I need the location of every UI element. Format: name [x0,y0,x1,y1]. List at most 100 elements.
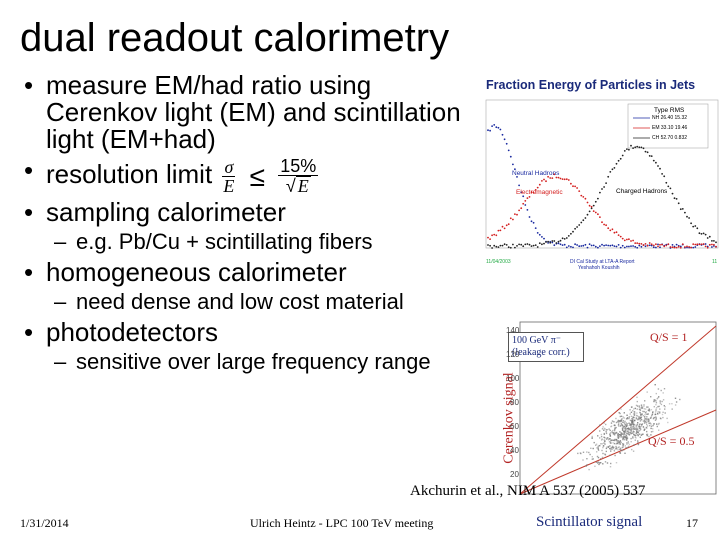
scatter-point [648,419,650,421]
scatter-point [642,410,644,413]
neutral-hadron-point [657,243,659,246]
charged-hadron-point [605,182,607,184]
neutral-hadron-point [559,243,562,246]
scatter-point [588,451,590,454]
charged-hadron-point [487,244,489,246]
scatter-point [603,439,605,441]
em-point [698,243,701,246]
neutral-hadron-point [524,204,527,206]
scatter-point [660,403,663,406]
neutral-hadron-point [516,176,518,178]
scatter-point [618,420,621,422]
scatter-point [637,440,639,442]
scatter-point [601,428,604,430]
em-point [702,243,705,245]
scatter-point [630,426,632,429]
sub-bullet-homogeneous: – need dense and low cost material [20,290,470,314]
scatter-point [624,439,626,441]
scatter-point [622,436,624,438]
bullet-text: homogeneous calorimeter [46,257,347,287]
em-point [599,216,601,219]
scatter-point [624,424,626,426]
scatter-point [613,450,616,452]
neutral-hadron-point [532,221,535,224]
scatter-point [614,439,616,442]
scatter-point [599,430,601,432]
scatter-point [659,417,662,419]
em-point [565,178,568,181]
label-charged-hadrons: Charged Hadrons [616,188,668,195]
scatter-point [602,426,604,428]
scatter-point [620,436,622,438]
neutral-hadron-point [603,244,605,247]
legend-row-em: EM 33.10 19.46 [652,125,688,131]
scatter-point [615,447,618,449]
bullet-dot: • [24,70,34,100]
neutral-hadron-point [648,244,651,247]
scatter-point [648,408,650,410]
scatter-point [632,421,634,424]
scatter-point [675,401,678,403]
scatter-point [596,455,599,458]
scatter-point [654,419,657,421]
scatter-point [621,421,624,424]
charged-hadron-point [543,242,545,245]
scatter-point [660,389,662,392]
scatter-point [652,424,654,427]
scatter-point [622,416,624,418]
scatter-point [606,446,608,448]
scatter-point [609,447,611,450]
scatter-point [644,428,646,430]
scatter-point [624,436,626,438]
scatter-point [622,425,624,427]
scatter-point [610,439,613,441]
y-tick: 60 [510,422,519,431]
scatter-point [655,404,657,406]
scatter-point [640,419,643,421]
scatter-point [632,432,634,434]
em-point [673,246,676,249]
scatter-point [648,422,650,425]
neutral-hadron-point [518,184,520,187]
scatter-point [617,421,620,423]
charged-hadron-point [715,241,717,244]
em-point [536,186,539,189]
scatter-point [648,410,650,412]
scatter-point [639,409,642,411]
scatter-point [644,416,646,418]
charged-hadron-point [574,227,576,230]
scatter-point [633,428,635,430]
neutral-hadron-point [599,245,601,248]
scatter-point [621,446,624,449]
charged-hadron-point [661,173,663,175]
scatter-point [626,414,628,416]
scatter-point [634,419,636,422]
scatter-point [640,428,642,431]
scatter-point [649,417,652,419]
charged-hadron-point [509,246,512,249]
neutral-hadron-point [536,232,539,234]
scatter-point [639,417,641,419]
em-point [684,246,686,248]
charged-hadron-point [493,244,496,247]
scatter-point [609,434,611,436]
scatter-point [609,441,611,443]
scatter-point [650,431,653,433]
scatter-point [635,434,637,437]
scatter-point [613,446,615,449]
scatter-point [636,412,638,414]
scatter-point [626,442,628,444]
scatter-point [643,422,646,424]
em-point [545,180,547,183]
neutral-hadron-point [489,129,491,132]
jet-fraction-figure: Fraction Energy of Particles in Jets Typ… [478,72,720,272]
scatter-point [609,429,611,432]
scatter-point [635,425,637,427]
scatter-point [600,433,603,436]
scatter-point [617,441,619,443]
scatter-point [628,443,631,446]
scatter-point [603,442,605,444]
scatter-point [661,400,663,403]
neutral-hadron-point [607,244,610,247]
scatter-point [597,462,599,464]
